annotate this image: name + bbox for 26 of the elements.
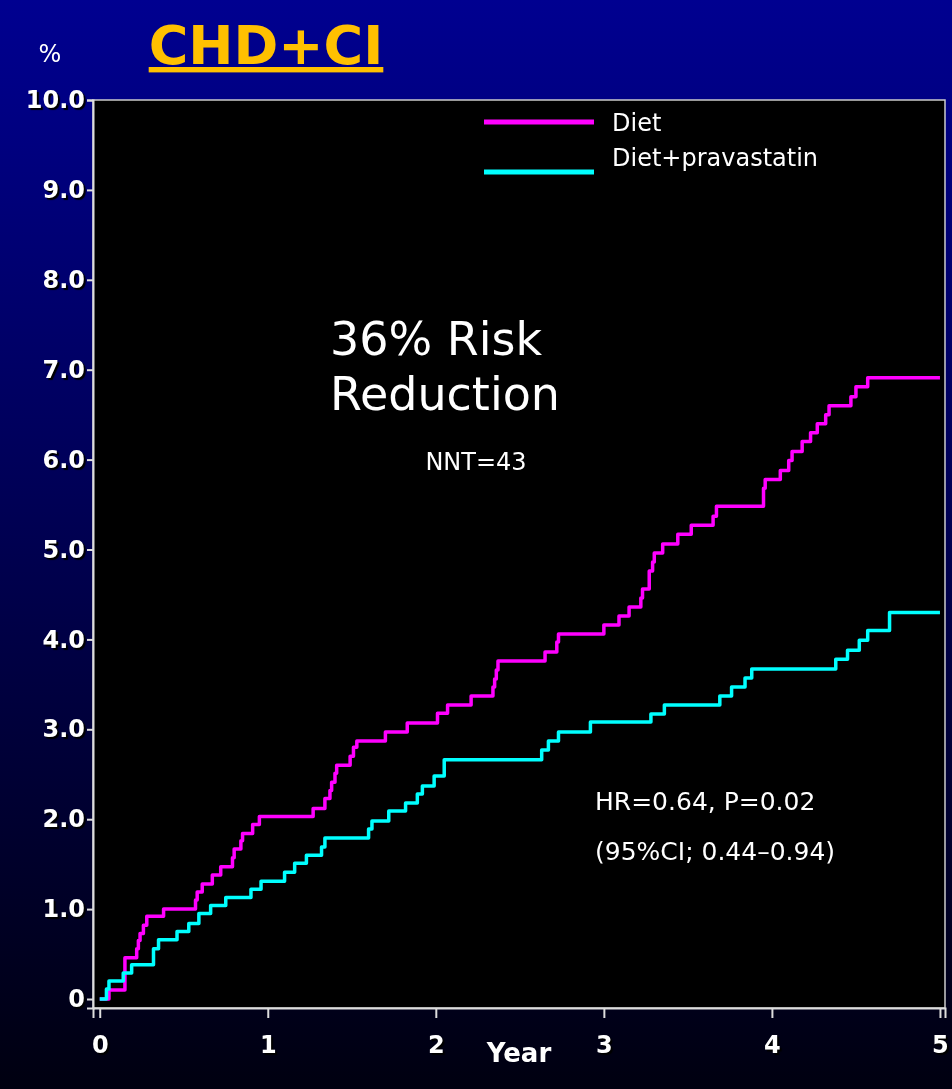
y-tick-label: 8.0	[42, 265, 85, 294]
x-tick-label: 3	[596, 1031, 613, 1060]
y-tick-label: 0	[68, 985, 85, 1014]
legend-label: Diet	[612, 109, 662, 138]
y-tick-label: 10.0	[25, 86, 85, 115]
y-tick-label: 9.0	[42, 176, 85, 205]
annotation: 36% Risk Reduction	[330, 312, 560, 422]
annotation: HR=0.64, P=0.02	[595, 787, 816, 816]
y-tick-label: 7.0	[42, 355, 85, 384]
x-tick-label: 4	[764, 1031, 781, 1060]
y-tick-label: 5.0	[42, 535, 85, 564]
y-tick-label: 6.0	[42, 445, 85, 474]
x-tick-label: 0	[91, 1031, 109, 1060]
y-axis-title: %	[38, 40, 62, 68]
x-tick-label: 2	[427, 1031, 445, 1060]
y-tick-label: 2.0	[42, 805, 85, 834]
x-tick-label: 1	[259, 1031, 277, 1060]
y-tick-label: 3.0	[42, 715, 85, 744]
x-tick-label: 5	[932, 1031, 949, 1060]
chart-title: CHD+CI	[148, 14, 384, 77]
x-axis-title: Year	[485, 1038, 552, 1068]
annotation: NNT=43	[425, 448, 527, 476]
annotation: (95%CI; 0.44–0.94)	[595, 837, 836, 866]
legend-label: Diet+pravastatin	[612, 144, 819, 173]
y-tick-label: 1.0	[42, 895, 85, 924]
y-tick-label: 4.0	[42, 625, 85, 654]
